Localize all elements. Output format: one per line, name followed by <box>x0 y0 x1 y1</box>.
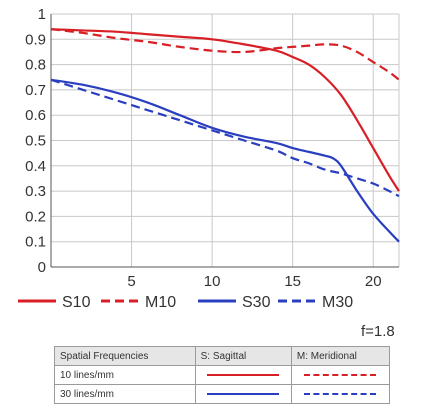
y-tick-label: 0 <box>38 259 46 276</box>
tick-labels: 00.10.20.30.40.50.60.70.80.915 10 15 20 <box>25 6 381 290</box>
swatch-m30 <box>304 393 377 395</box>
key-row-label: 10 lines/mm <box>54 365 196 385</box>
chart-grid <box>51 13 400 267</box>
legend-label-s10: S10 <box>62 294 91 311</box>
y-tick-label: 0.5 <box>25 133 46 150</box>
series-line-s10 <box>50 28 400 192</box>
y-tick-label: 0.9 <box>25 31 46 48</box>
aperture-label: f=1.8 <box>361 323 395 340</box>
key-row-30: 30 lines/mm <box>54 384 391 404</box>
mtf-chart: 00.10.20.30.40.50.60.70.80.915 10 15 20 S10… <box>18 6 400 311</box>
chart-axes <box>50 14 399 268</box>
y-tick-label: 0.4 <box>25 158 46 175</box>
series-line-m10 <box>50 28 400 81</box>
header-spatial-frequencies: Spatial Frequencies <box>54 346 196 366</box>
header-meridional: M: Meridional <box>290 346 391 366</box>
swatch-s30 <box>207 393 280 395</box>
swatch-m10 <box>304 374 377 376</box>
y-tick-label: 0.1 <box>25 234 46 251</box>
legend-label-m30: M30 <box>322 294 353 311</box>
y-tick-label: 0.3 <box>25 183 46 200</box>
key-table-header: Spatial Frequencies S: Sagittal M: Merid… <box>54 346 391 366</box>
key-row-label: 30 lines/mm <box>54 384 196 404</box>
y-tick-label: 1 <box>38 6 46 23</box>
header-sagittal: S: Sagittal <box>194 346 292 366</box>
x-tick-label: 15 <box>284 273 301 290</box>
x-tick-label: 10 <box>204 273 221 290</box>
swatch-s10 <box>207 374 280 376</box>
series-line-s30 <box>50 78 400 243</box>
y-tick-label: 0.8 <box>25 57 46 74</box>
legend-label-m10: M10 <box>145 294 176 311</box>
y-tick-label: 0.6 <box>25 107 46 124</box>
chart-legend: S10 M10 S30 M30 <box>18 294 353 311</box>
key-row-10: 10 lines/mm <box>54 365 391 385</box>
series-lines <box>50 28 400 243</box>
line-key-table: Spatial Frequencies S: Sagittal M: Merid… <box>54 346 391 404</box>
legend-label-s30: S30 <box>242 294 271 311</box>
y-tick-label: 0.2 <box>25 208 46 225</box>
x-tick-label: 5 <box>127 273 135 290</box>
series-line-m30 <box>50 78 400 198</box>
x-tick-label: 20 <box>365 273 382 290</box>
y-tick-label: 0.7 <box>25 82 46 99</box>
